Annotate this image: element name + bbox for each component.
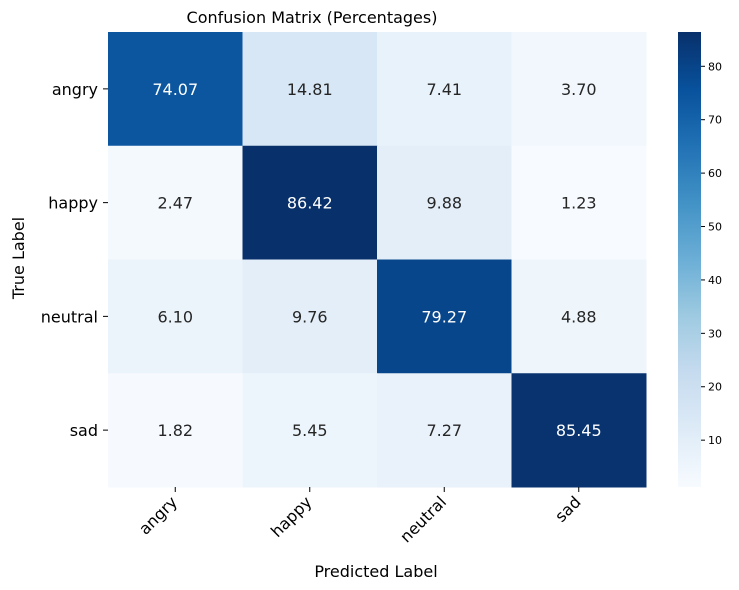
y-axis-ticks: angry happy neutral sad xyxy=(41,80,108,440)
x-tick-label: angry xyxy=(135,492,181,538)
cell-value-label: 2.47 xyxy=(157,194,193,213)
x-tick-label: sad xyxy=(551,492,584,525)
colorbar xyxy=(678,32,701,487)
heatmap-cell xyxy=(108,373,243,488)
cell-value-label: 9.88 xyxy=(426,194,462,213)
heatmap-cell xyxy=(242,32,378,147)
colorbar-tick-label: 80 xyxy=(708,60,722,73)
chart-title: Confusion Matrix (Percentages) xyxy=(187,8,438,27)
heatmap-value-labels: 74.07 14.81 7.41 3.70 2.47 86.42 9.88 1.23 6.10 9… xyxy=(152,80,601,440)
y-tick-label: sad xyxy=(70,421,98,440)
colorbar-tick-label: 50 xyxy=(708,221,722,234)
cell-value-label: 74.07 xyxy=(152,80,198,99)
cell-value-label: 85.45 xyxy=(556,421,602,440)
heatmap-cells xyxy=(108,32,647,488)
cell-value-label: 4.88 xyxy=(561,307,597,326)
heatmap-cell xyxy=(108,259,243,374)
colorbar-tick-label: 70 xyxy=(708,114,722,127)
cell-value-label: 3.70 xyxy=(561,80,597,99)
cell-value-label: 86.42 xyxy=(287,194,333,213)
heatmap-cell xyxy=(511,145,647,260)
cell-value-label: 6.10 xyxy=(157,307,193,326)
cell-value-label: 7.27 xyxy=(426,421,462,440)
heatmap-cell xyxy=(242,145,378,260)
heatmap-cell xyxy=(511,32,647,147)
cell-value-label: 9.76 xyxy=(292,307,328,326)
x-axis-ticks: angry happy neutral sad xyxy=(135,487,585,546)
heatmap-cell xyxy=(377,32,512,147)
heatmap-cell xyxy=(377,373,512,488)
y-tick-label: happy xyxy=(48,194,98,213)
x-axis-label: Predicted Label xyxy=(314,562,437,581)
cell-value-label: 5.45 xyxy=(292,421,328,440)
heatmap-cell xyxy=(108,145,243,260)
colorbar-tick-label: 40 xyxy=(708,274,722,287)
heatmap-cell xyxy=(377,145,512,260)
heatmap-cell xyxy=(242,373,378,488)
heatmap-cell xyxy=(242,259,378,374)
heatmap-cell xyxy=(511,259,647,374)
cell-value-label: 1.23 xyxy=(561,194,597,213)
x-tick-label: neutral xyxy=(396,492,450,546)
colorbar-tick-label: 20 xyxy=(708,381,722,394)
colorbar-tick-label: 30 xyxy=(708,327,722,340)
colorbar-tick-label: 60 xyxy=(708,167,722,180)
colorbar-tick-label: 10 xyxy=(708,434,722,447)
colorbar-ticks: 10 20 30 40 50 60 70 80 xyxy=(701,60,722,447)
cell-value-label: 1.82 xyxy=(157,421,193,440)
x-tick-label: happy xyxy=(267,492,316,541)
cell-value-label: 7.41 xyxy=(426,80,462,99)
cell-value-label: 14.81 xyxy=(287,80,333,99)
heatmap-cell xyxy=(108,32,243,147)
cell-value-label: 79.27 xyxy=(421,307,467,326)
y-axis-label: True Label xyxy=(9,217,28,300)
y-tick-label: angry xyxy=(52,80,98,99)
heatmap-cell xyxy=(511,373,647,488)
y-tick-label: neutral xyxy=(41,307,98,326)
heatmap-cell xyxy=(377,259,512,374)
